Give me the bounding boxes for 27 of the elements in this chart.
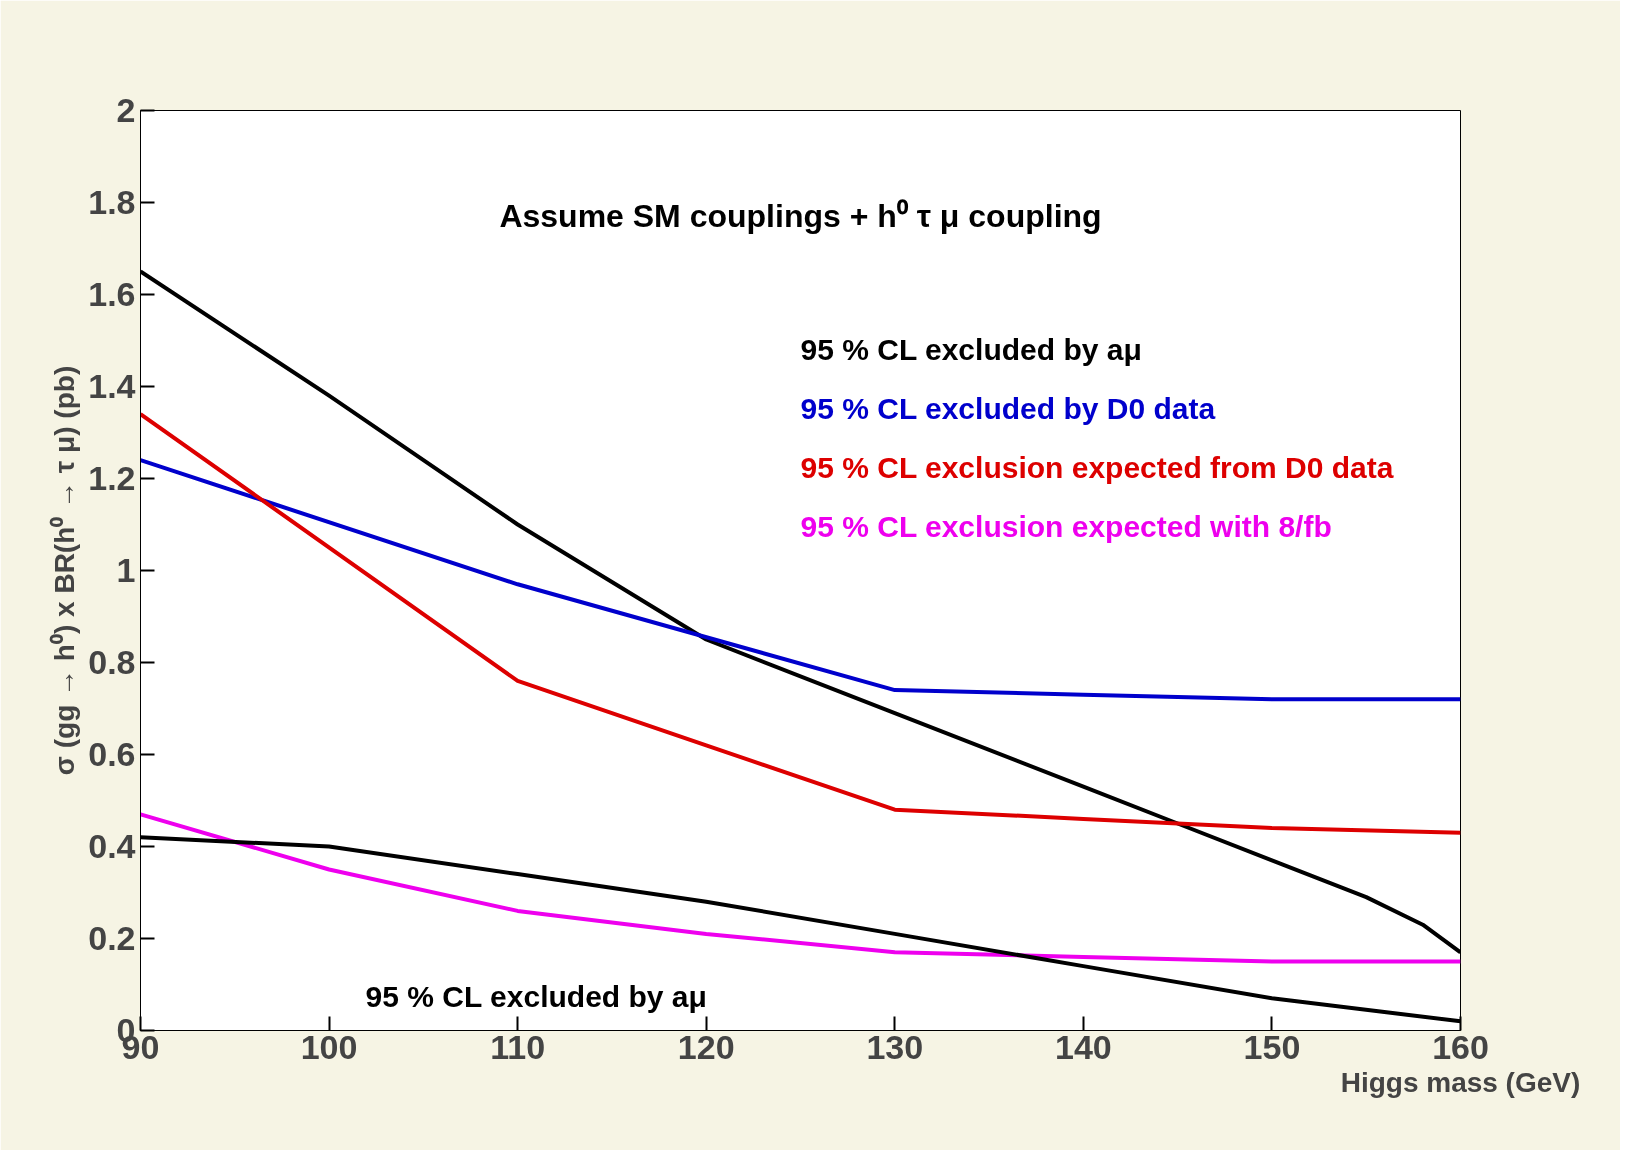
y-tick-label: 2: [116, 91, 136, 129]
y-tick-label: 1.2: [88, 459, 136, 497]
x-tick-label: 100: [300, 1027, 358, 1066]
annotation: Assume SM couplings + h⁰ τ μ coupling: [499, 198, 1102, 235]
x-tick-label: 140: [1054, 1027, 1112, 1066]
x-tick-label: 130: [866, 1027, 924, 1066]
annotation: 95 % CL excluded by aμ: [365, 979, 707, 1013]
x-tick-label: 160: [1432, 1027, 1489, 1066]
text: 95 % CL exclusion expected with 8/fb: [800, 509, 1332, 543]
text: 95 % CL excluded by D0 data: [800, 392, 1216, 426]
text: 95 % CL excluded by aμ: [800, 333, 1142, 367]
x-tick-label: 110: [490, 1027, 546, 1066]
text: 95 % CL exclusion expected from D0 data: [800, 450, 1394, 484]
y-axis-title: σ (gg → h⁰) x BR(h⁰ → τ μ) (pb): [49, 365, 81, 776]
y-tick-label: 0.8: [88, 643, 136, 681]
y-tick-label: 1: [116, 551, 136, 589]
y-tick-label: 0.6: [88, 735, 136, 773]
line-series: [140, 458, 1461, 702]
y-tick-label: 0.2: [88, 919, 136, 957]
y-tick-label: 1.6: [88, 275, 136, 313]
line-series: [140, 812, 1461, 964]
y-tick-label: 0.4: [88, 827, 136, 865]
x-tick-label: 150: [1243, 1027, 1301, 1066]
y-tick-label: 1.8: [88, 183, 136, 221]
y-tick-label: 1.4: [88, 367, 136, 405]
x-axis-title: Higgs mass (GeV): [1340, 1066, 1581, 1098]
x-tick-label: 120: [677, 1027, 735, 1066]
